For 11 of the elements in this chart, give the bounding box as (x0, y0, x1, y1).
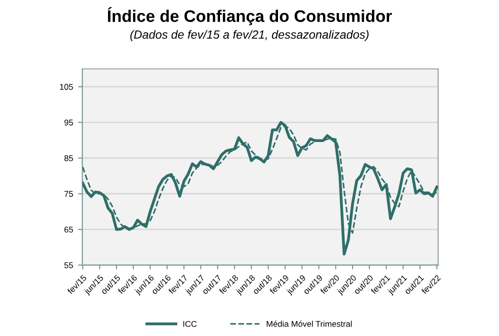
y-tick-label: 85 (64, 155, 73, 162)
line-series (82, 121, 438, 256)
y-tick-label: 105 (60, 84, 73, 90)
y-tick-label: 55 (64, 262, 73, 268)
legend-label: Média Móvel Trimestral (266, 320, 352, 327)
legend-label: ICC (183, 320, 197, 327)
chart-title: Índice de Confiança do Consumidor (108, 7, 392, 26)
y-tick-label: 65 (64, 226, 73, 233)
chart-subtitle: (Dados de fev/15 a fev/21, dessazonalizados) (130, 30, 369, 42)
y-tick-label: 95 (64, 120, 73, 126)
y-tick-label: 75 (64, 191, 73, 197)
